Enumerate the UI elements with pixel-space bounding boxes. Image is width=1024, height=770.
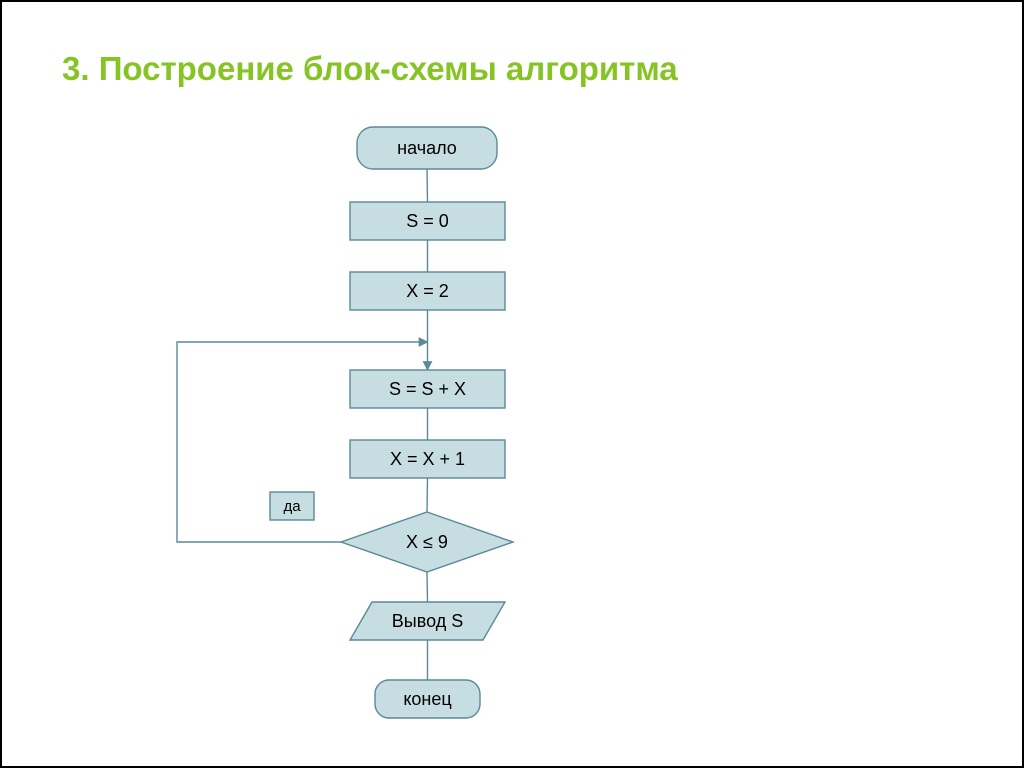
- node-x2: X = 2: [350, 272, 505, 310]
- node-ssx: S = S + X: [350, 370, 505, 408]
- node-dabox: да: [270, 492, 314, 520]
- node-dabox-label: да: [283, 498, 301, 515]
- node-out-label: Вывод S: [392, 611, 463, 631]
- node-cond: X ≤ 9: [341, 512, 513, 572]
- node-x2-label: X = 2: [406, 281, 449, 301]
- node-xx1-label: X = X + 1: [390, 449, 465, 469]
- node-s0: S = 0: [350, 202, 505, 240]
- node-xx1: X = X + 1: [350, 440, 505, 478]
- edge-cond-out: [427, 572, 428, 602]
- node-cond-label: X ≤ 9: [406, 532, 448, 552]
- node-start-label: начало: [397, 138, 457, 158]
- node-ssx-label: S = S + X: [389, 379, 466, 399]
- node-end: конец: [375, 680, 480, 718]
- node-end-label: конец: [403, 689, 451, 709]
- slide-frame: 3. Построение блок-схемы алгоритма начал…: [0, 0, 1024, 768]
- node-start: начало: [357, 127, 497, 169]
- node-out: Вывод S: [350, 602, 505, 640]
- node-s0-label: S = 0: [406, 211, 449, 231]
- edge-start-s0: [427, 169, 428, 202]
- flowchart-canvas: начало S = 0 X = 2 S = S + X X = X + 1 да X ≤ …: [2, 2, 1024, 770]
- edge-xx1-cond: [427, 478, 428, 512]
